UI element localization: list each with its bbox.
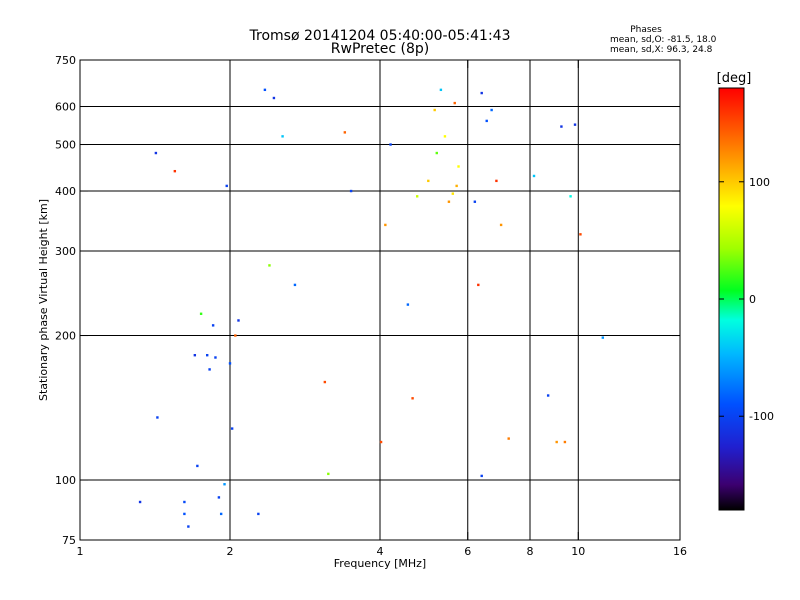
colorbar-tick-label: 100	[749, 176, 770, 189]
stats-line-x: mean, sd,X: 96.3, 24.8	[610, 45, 713, 55]
colorbar-tick-label: 0	[749, 293, 756, 306]
data-point	[457, 165, 460, 168]
data-point	[435, 151, 438, 155]
y-tick-label: 75	[62, 534, 76, 547]
data-point	[154, 151, 158, 155]
data-point	[532, 174, 536, 178]
data-point	[389, 143, 392, 146]
data-point	[230, 427, 234, 430]
stats-line-o: mean, sd,O: -81.5, 18.0	[610, 35, 717, 45]
data-point	[223, 483, 226, 486]
x-tick-label: 16	[673, 545, 687, 558]
data-point	[499, 223, 503, 227]
x-tick-label: 4	[377, 545, 384, 558]
data-point	[447, 200, 451, 203]
data-point	[495, 179, 498, 183]
data-point	[196, 464, 199, 468]
x-tick-label: 10	[571, 545, 585, 558]
data-point	[480, 474, 483, 478]
y-axis-label: Stationary phase Virtual Height [km]	[37, 199, 50, 401]
data-point	[443, 135, 447, 138]
x-tick-label: 1	[77, 545, 84, 558]
data-point	[208, 368, 211, 371]
y-tick-label: 400	[55, 185, 76, 198]
data-point	[480, 91, 483, 95]
data-point	[219, 512, 223, 516]
data-point	[349, 189, 353, 193]
y-tick-label: 600	[55, 101, 76, 114]
data-point	[563, 440, 567, 444]
data-point	[477, 283, 480, 287]
data-point	[193, 353, 197, 357]
data-point	[411, 397, 414, 400]
data-point	[211, 324, 215, 327]
data-point	[406, 303, 410, 306]
stats-title: Phases	[630, 25, 662, 35]
axes: 1 2 4 6 8 10 16 75 100 200 300 400 500 600 750	[55, 54, 687, 558]
x-tick-label: 2	[227, 545, 234, 558]
data-point	[199, 312, 203, 315]
data-point	[485, 119, 488, 123]
chart-title: Tromsø 20141204 05:40:00-05:41:43	[249, 28, 511, 44]
data-point	[546, 394, 550, 397]
data-point	[228, 362, 232, 365]
data-point	[343, 131, 347, 134]
colorbar-tick-label: -100	[749, 410, 774, 423]
x-tick-label: 6	[464, 545, 471, 558]
grid-lines	[80, 60, 680, 540]
y-tick-label: 500	[55, 139, 76, 152]
data-point	[263, 88, 267, 92]
data-point	[323, 380, 327, 384]
colorbar-label: [deg]	[717, 71, 752, 86]
data-point	[379, 440, 383, 444]
data-point	[138, 500, 142, 504]
data-point	[281, 135, 284, 138]
colorbar-ticks: 100 0 -100	[719, 176, 774, 423]
data-point	[156, 416, 159, 419]
data-point	[187, 525, 190, 528]
data-point	[601, 336, 605, 339]
data-point	[327, 472, 330, 476]
data-point	[183, 500, 186, 504]
data-point	[183, 512, 186, 516]
data-point	[451, 192, 455, 195]
y-tick-label: 100	[55, 474, 76, 487]
data-point	[415, 195, 419, 198]
data-point	[507, 437, 510, 440]
data-point	[272, 96, 276, 100]
x-tick-label: 8	[527, 545, 534, 558]
data-point	[439, 88, 443, 92]
data-points	[138, 88, 605, 528]
data-point	[384, 223, 387, 227]
data-point	[560, 125, 563, 128]
x-axis-label: Frequency [MHz]	[334, 557, 426, 570]
data-point	[237, 319, 240, 322]
data-point	[268, 264, 271, 267]
data-point	[205, 353, 209, 357]
data-point	[569, 195, 572, 198]
data-point	[453, 101, 456, 105]
data-point	[293, 283, 297, 287]
data-point	[234, 334, 237, 337]
y-tick-label: 750	[55, 54, 76, 67]
data-point	[433, 108, 436, 112]
data-point	[490, 108, 493, 112]
data-point	[455, 184, 458, 188]
data-point	[573, 123, 577, 126]
data-point	[579, 233, 582, 236]
data-point	[257, 512, 260, 516]
data-point	[427, 179, 430, 183]
data-point	[173, 169, 177, 173]
data-point	[555, 440, 558, 444]
chart-subtitle: RwPretec (8p)	[331, 41, 429, 57]
y-tick-label: 300	[55, 245, 76, 258]
data-point	[225, 184, 228, 188]
data-point	[214, 356, 217, 359]
data-point	[217, 496, 221, 499]
y-tick-label: 200	[55, 330, 76, 343]
data-point	[473, 200, 477, 203]
